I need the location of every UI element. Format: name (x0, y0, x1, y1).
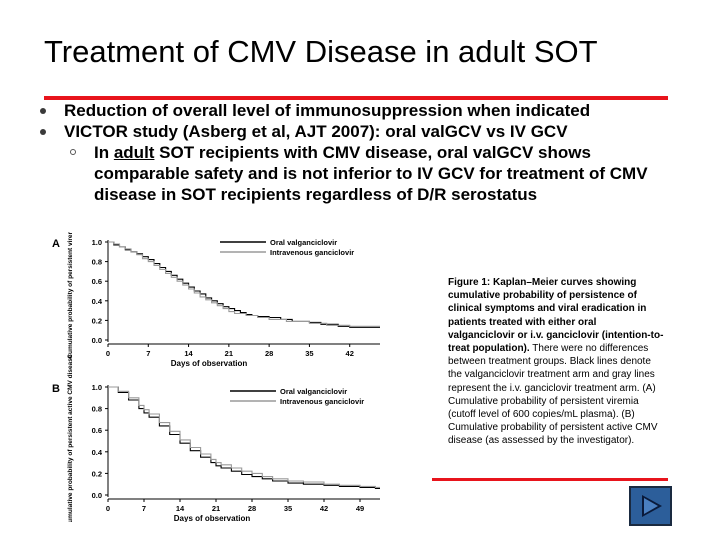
y-tick-label: 0.8 (92, 405, 102, 414)
panel-label: B (52, 383, 60, 395)
y-tick-label: 0.2 (92, 316, 102, 325)
bullet-text: VICTOR study (Asberg et al, AJT 2007): o… (64, 122, 568, 141)
x-tick-label: 21 (212, 504, 220, 513)
y-tick-label: 0.4 (92, 448, 103, 457)
y-axis-label: Cumulative probability of persistent vir… (67, 232, 74, 359)
bullet-dot-icon (40, 108, 46, 114)
bullet-text: Reduction of overall level of immunosupp… (64, 101, 591, 120)
title-underline (44, 96, 668, 100)
sub-bullet-item: In adult SOT recipients with CMV disease… (40, 142, 690, 205)
series-line-ganciclovir (108, 386, 380, 488)
y-tick-label: 0.2 (92, 469, 102, 478)
x-axis-label: Days of observation (174, 514, 251, 522)
sub-bullet-post: SOT recipients with CMV disease, oral va… (94, 143, 648, 204)
y-tick-label: 0.4 (92, 297, 103, 306)
x-tick-label: 28 (265, 349, 273, 358)
x-tick-label: 28 (248, 504, 256, 513)
x-axis-label: Days of observation (171, 359, 248, 368)
x-tick-label: 0 (106, 349, 110, 358)
x-tick-label: 14 (176, 504, 185, 513)
y-tick-label: 0.6 (92, 426, 102, 435)
legend-label: Intravenous ganciclovir (280, 397, 364, 406)
x-tick-label: 0 (106, 504, 110, 513)
kaplan-meier-figure: A 0.0 0.2 0.4 0.6 0.8 1.0 0 7 14 21 28 35 42 49 Days of… (52, 232, 380, 522)
y-tick-label: 0.0 (92, 491, 102, 500)
series-line-valganciclovir (108, 386, 380, 490)
bullet-list: Reduction of overall level of immunosupp… (40, 100, 690, 205)
y-tick-label: 0.0 (92, 336, 102, 345)
sub-bullet-underlined: adult (113, 143, 155, 162)
x-tick-label: 7 (146, 349, 150, 358)
slide-title: Treatment of CMV Disease in adult SOT (44, 34, 598, 69)
figure-caption: Figure 1: Kaplan–Meier curves showing cu… (448, 276, 664, 448)
x-tick-label: 14 (184, 349, 193, 358)
caption-normal: There were no differences between treatm… (448, 343, 658, 447)
legend-label: Intravenous ganciclovir (270, 248, 354, 257)
x-tick-label: 49 (356, 504, 364, 513)
x-tick-label: 21 (225, 349, 233, 358)
caption-underline (432, 478, 668, 481)
caption-bold: Figure 1: Kaplan–Meier curves showing cu… (448, 277, 664, 355)
x-tick-label: 42 (320, 504, 328, 513)
series-line-ganciclovir (108, 241, 380, 327)
y-tick-label: 1.0 (92, 383, 102, 392)
bullet-item: Reduction of overall level of immunosupp… (40, 100, 690, 121)
y-tick-label: 1.0 (92, 238, 102, 247)
next-slide-button[interactable] (629, 486, 672, 526)
sub-bullet-pre: In (94, 143, 114, 162)
x-tick-label: 7 (142, 504, 146, 513)
y-tick-label: 0.6 (92, 277, 102, 286)
legend-label: Oral valganciclovir (280, 387, 347, 396)
x-tick-label: 35 (284, 504, 292, 513)
y-tick-label: 0.8 (92, 258, 102, 267)
x-tick-label: 35 (305, 349, 313, 358)
play-next-icon (641, 495, 662, 517)
bullet-item: VICTOR study (Asberg et al, AJT 2007): o… (40, 121, 690, 142)
x-tick-label: 42 (346, 349, 354, 358)
legend-label: Oral valganciclovir (270, 238, 337, 247)
bullet-dot-icon (40, 129, 46, 135)
panel-label: A (52, 238, 60, 250)
y-axis-label: Cumulative probability of persistent act… (67, 354, 74, 522)
sub-bullet-ring-icon (70, 149, 76, 155)
